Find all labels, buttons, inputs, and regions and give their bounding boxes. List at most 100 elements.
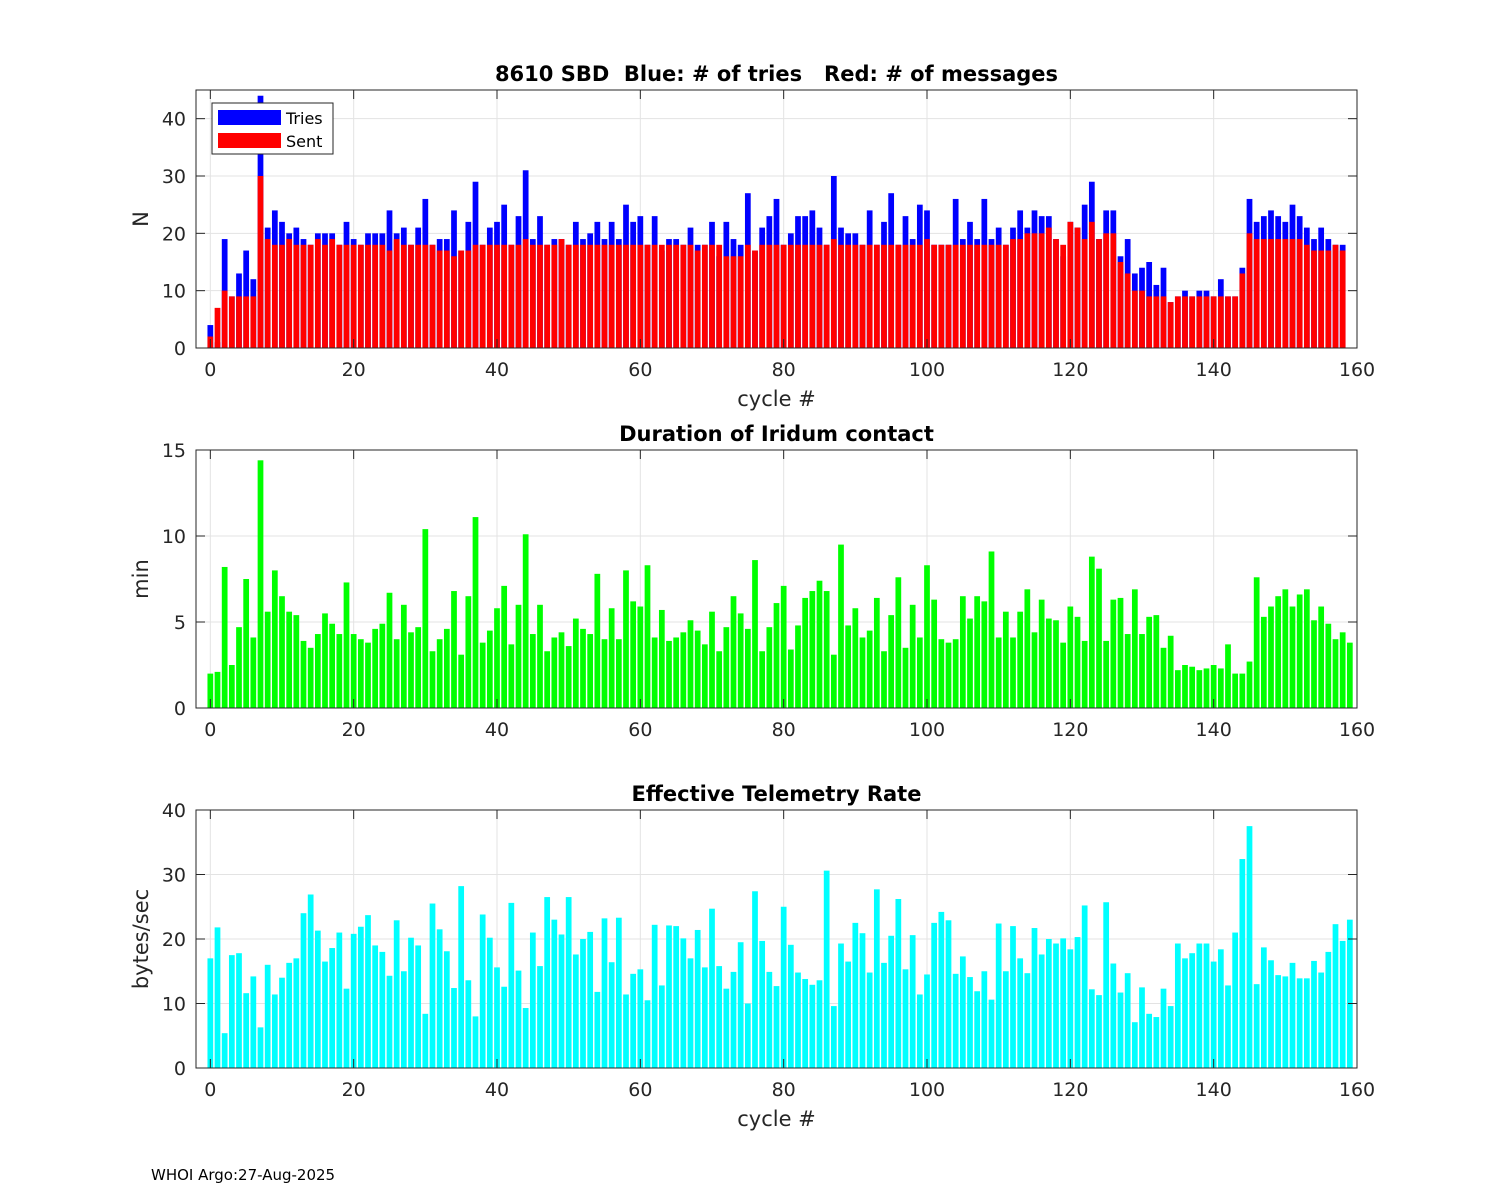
chart1-bar-sent [451, 256, 457, 348]
chart2-bar [1217, 668, 1224, 708]
chart1-bar-sent [1332, 244, 1339, 348]
chart2-bar [1010, 637, 1016, 708]
chart3-bar [967, 977, 973, 1068]
chart2-bar [895, 577, 902, 708]
chart1-bar-sent [1010, 239, 1016, 348]
chart1-bar-sent [909, 244, 916, 348]
chart2-bar [1002, 611, 1009, 708]
chart2-bar [680, 632, 687, 708]
chart3-bar [286, 962, 293, 1068]
chart3-bar [508, 902, 515, 1068]
chart1-bar-sent [228, 296, 235, 348]
chart2-bar [443, 628, 450, 708]
chart1-bar-sent [422, 244, 429, 348]
chart2-bar [1139, 634, 1145, 708]
chart3-bar [1203, 943, 1210, 1068]
chart1-xtick-label: 120 [1052, 359, 1088, 381]
chart2-bar [852, 608, 859, 708]
chart1-bar-sent [1225, 296, 1231, 348]
chart3-bar [379, 951, 386, 1068]
chart2-bar [780, 585, 787, 708]
chart2-ytick-label: 5 [174, 612, 186, 634]
chart1-bar-sent [637, 244, 644, 348]
chart3-bar [1017, 958, 1024, 1068]
chart1-bar-sent [952, 244, 959, 348]
chart2-bar [1017, 611, 1024, 708]
chart3-bar [744, 1003, 751, 1068]
chart2-bar [1024, 589, 1031, 708]
chart3-bar [551, 919, 558, 1068]
chart3-bar [838, 943, 844, 1068]
chart1-bar-sent [279, 244, 285, 348]
chart2-xtick-label: 140 [1196, 719, 1232, 741]
chart2-bar [630, 601, 637, 708]
chart2-bar [408, 632, 414, 708]
chart1-bar-sent [1167, 302, 1174, 348]
chart2-bar [730, 596, 737, 708]
chart2-bar [716, 651, 723, 708]
chart1-bar-sent [859, 244, 866, 348]
chart3-bar [651, 924, 658, 1068]
chart2-bar [1103, 640, 1110, 708]
chart1-bar-sent [1124, 273, 1131, 348]
chart3-bar [1246, 826, 1253, 1068]
chart1-bar-sent [1303, 244, 1310, 348]
chart1-xtick-label: 20 [342, 359, 366, 381]
chart1-bar-sent [551, 244, 558, 348]
chart2-bar [974, 596, 981, 708]
chart2-bar [264, 611, 271, 708]
chart1-bar-sent [580, 244, 586, 348]
chart1-bar-sent [1088, 221, 1095, 348]
chart3-bar [307, 894, 314, 1068]
chart2-bar [845, 625, 852, 708]
chart2-bar [1246, 661, 1253, 708]
chart2-bar [1174, 670, 1181, 708]
chart3-bar [1053, 943, 1059, 1068]
chart3-xtick-label: 60 [628, 1079, 652, 1101]
chart3-bar [1232, 932, 1239, 1068]
chart1-bar-sent [1210, 296, 1217, 348]
chart1-legend-swatch-sent [218, 133, 281, 148]
chart1-bar-sent [343, 244, 350, 348]
chart1-bar-sent [322, 244, 328, 348]
chart3-bar [429, 903, 436, 1068]
chart1-bar-sent [1196, 296, 1203, 348]
chart3-bar [1332, 924, 1339, 1068]
chart2-bar [415, 627, 422, 708]
chart3-ylabel: bytes/sec [129, 889, 153, 989]
chart2-bar [988, 551, 995, 708]
chart3-bar [859, 933, 866, 1068]
chart3-bar [909, 935, 916, 1068]
chart3-bar [1339, 940, 1346, 1068]
chart2-bar [823, 591, 830, 708]
chart1-bar-sent [823, 244, 830, 348]
chart1-bar-sent [1318, 250, 1325, 348]
chart1-bar-sent [243, 296, 250, 348]
chart2-bar [658, 609, 665, 708]
chart3-bar [243, 993, 250, 1068]
chart1-bar-sent [1203, 296, 1210, 348]
chart1-bar-sent [257, 176, 264, 348]
chart1-bar-sent [881, 244, 887, 348]
chart2-bar [379, 623, 386, 708]
chart2-bar [1053, 620, 1059, 708]
chart1-bar-sent [271, 244, 278, 348]
chart3-bar [945, 920, 952, 1068]
chart1-bar-sent [974, 244, 981, 348]
chart3-bar [372, 945, 379, 1068]
chart1-bar-sent [694, 250, 701, 348]
chart3-bar [572, 954, 579, 1068]
chart3-bar [1268, 960, 1274, 1068]
chart1-bar-sent [873, 244, 880, 348]
chart3-bar [365, 915, 371, 1068]
chart1-bar-sent [572, 244, 579, 348]
chart1-bar-sent [838, 244, 844, 348]
chart2-bar [343, 582, 350, 708]
chart3-bar [393, 920, 400, 1068]
chart3-bar [866, 972, 873, 1068]
chart1-bar-sent [565, 244, 572, 348]
chart1-ytick-label: 40 [162, 109, 186, 131]
chart2-bar [1275, 596, 1282, 708]
chart2-bar [1189, 666, 1196, 708]
chart3-bar [601, 918, 608, 1068]
